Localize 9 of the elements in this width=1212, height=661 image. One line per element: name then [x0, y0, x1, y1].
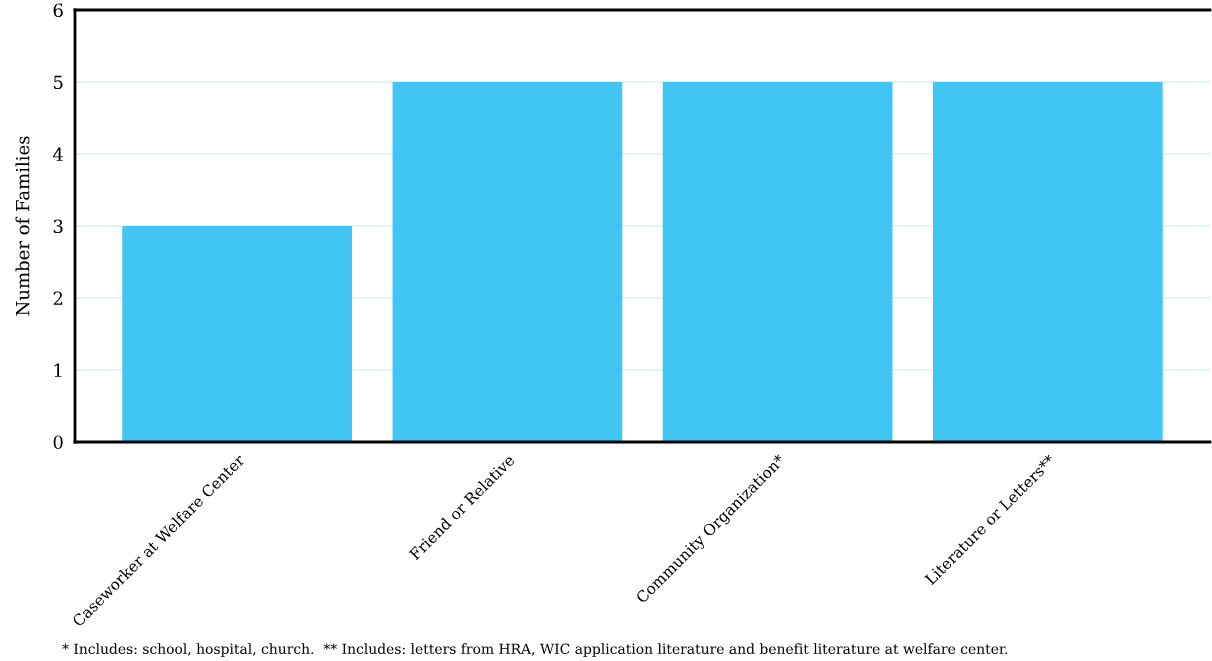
- y-tick-label: 0: [53, 435, 63, 450]
- y-tick-label: 5: [53, 75, 63, 90]
- y-tick-label: 4: [52, 147, 63, 161]
- y-axis-title: Number of Families: [15, 136, 30, 316]
- text: * Includes: school, hospital, church. ** Includes: letters from HRA, WIC application literature and benefit literature at welfare center.: [62, 643, 1008, 657]
- y-tick-label: 6: [53, 3, 63, 18]
- y-tick-label: 1: [54, 363, 62, 377]
- y-tick-label: 3: [53, 219, 63, 234]
- y-tick-label: 2: [53, 291, 63, 305]
